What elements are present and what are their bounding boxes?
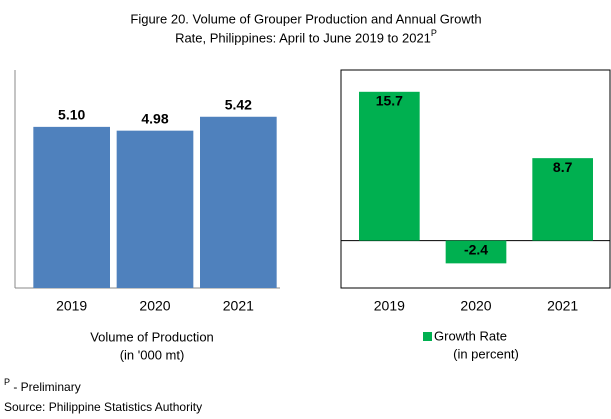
legend-swatch — [423, 332, 432, 341]
bar — [532, 158, 593, 241]
title-superscript: P — [431, 28, 437, 38]
legend-label: Growth Rate — [434, 328, 507, 343]
data-label: 5.10 — [58, 107, 85, 123]
x-tick-label: 2019 — [56, 298, 87, 314]
legend-subtitle: (in percent) — [453, 346, 519, 361]
x-tick-label: 2020 — [139, 298, 170, 314]
x-tick-label: 2021 — [547, 298, 578, 314]
data-label: 15.7 — [376, 93, 403, 109]
x-tick-label: 2021 — [223, 298, 254, 314]
title: Rate, Philippines: April to June 2019 to… — [175, 28, 437, 45]
data-label: 5.42 — [225, 96, 252, 112]
title: Figure 20. Volume of Grouper Production … — [130, 11, 481, 26]
bar — [33, 126, 111, 288]
bar — [116, 130, 194, 288]
bar — [359, 91, 420, 241]
footnote: P - Preliminary — [4, 377, 81, 394]
bar — [445, 240, 507, 264]
data-label: -2.4 — [464, 241, 488, 257]
bar — [200, 116, 277, 288]
x-axis-label: (in '000 mt) — [120, 347, 185, 362]
source: Source: Philippine Statistics Authority — [4, 400, 202, 414]
x-tick-label: 2019 — [374, 298, 405, 314]
data-label: 4.98 — [141, 110, 168, 126]
x-axis-label: Volume of Production — [90, 329, 214, 344]
plot-frame — [340, 69, 611, 289]
x-tick-label: 2020 — [460, 298, 491, 314]
data-label: 8.7 — [553, 159, 573, 175]
